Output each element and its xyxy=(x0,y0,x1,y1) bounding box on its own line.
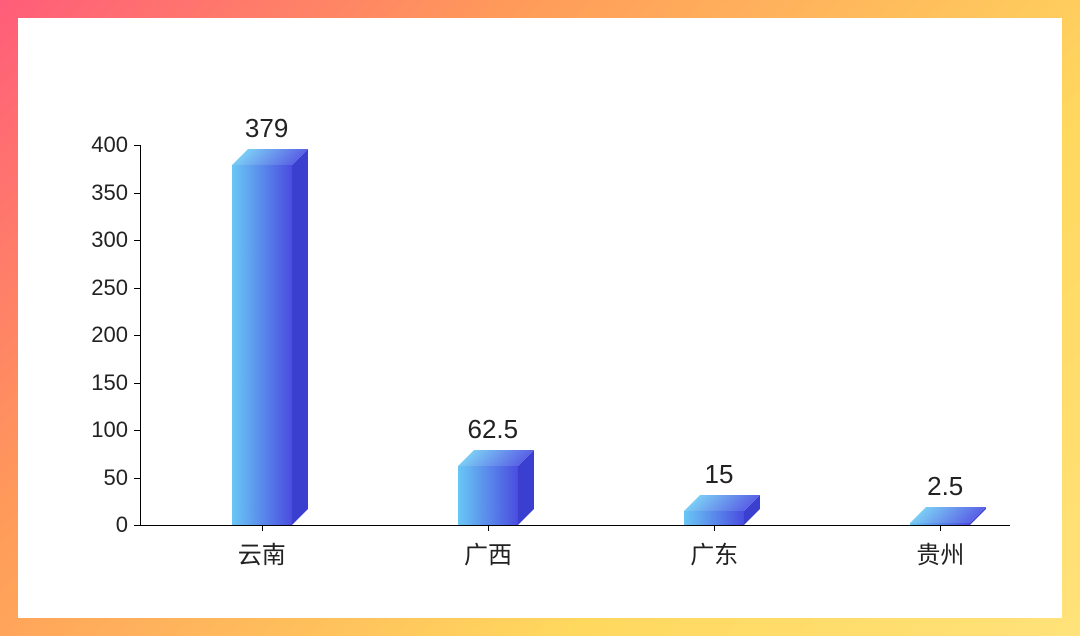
y-tick-label: 150 xyxy=(91,370,128,396)
gradient-frame: 0 50 100 150 200 250 300 350 400 云南 379 广西 62.5 广东 15 贵… xyxy=(0,0,1080,636)
x-tick-label: 云南 xyxy=(238,535,286,570)
x-tick xyxy=(940,525,941,531)
x-tick xyxy=(714,525,715,531)
y-axis xyxy=(140,145,141,525)
y-tick xyxy=(134,430,140,431)
x-tick-label: 贵州 xyxy=(916,535,964,570)
bar-value-label: 62.5 xyxy=(467,414,518,445)
bar-value-label: 2.5 xyxy=(927,471,963,502)
y-tick-label: 300 xyxy=(91,227,128,253)
y-tick-label: 100 xyxy=(91,417,128,443)
y-tick xyxy=(134,288,140,289)
y-tick xyxy=(134,478,140,479)
y-tick-label: 50 xyxy=(104,465,128,491)
bar-chart: 0 50 100 150 200 250 300 350 400 云南 379 广西 62.5 广东 15 贵… xyxy=(18,18,1062,618)
y-tick xyxy=(134,335,140,336)
y-tick xyxy=(134,525,140,526)
x-tick-label: 广西 xyxy=(464,535,512,570)
y-tick xyxy=(134,240,140,241)
y-tick-label: 200 xyxy=(91,322,128,348)
y-tick-label: 0 xyxy=(116,512,128,538)
y-tick-label: 250 xyxy=(91,275,128,301)
y-tick xyxy=(134,193,140,194)
y-tick-label: 400 xyxy=(91,132,128,158)
y-tick xyxy=(134,383,140,384)
x-axis xyxy=(140,525,1010,526)
bar xyxy=(684,511,744,525)
y-tick-label: 350 xyxy=(91,180,128,206)
x-tick-label: 广东 xyxy=(690,535,738,570)
bar xyxy=(458,466,518,525)
chart-card: 0 50 100 150 200 250 300 350 400 云南 379 广西 62.5 广东 15 贵… xyxy=(18,18,1062,618)
x-tick xyxy=(262,525,263,531)
y-tick xyxy=(134,145,140,146)
bar-value-label: 379 xyxy=(245,113,288,144)
bar-value-label: 15 xyxy=(705,459,734,490)
bar xyxy=(232,165,292,525)
x-tick xyxy=(488,525,489,531)
